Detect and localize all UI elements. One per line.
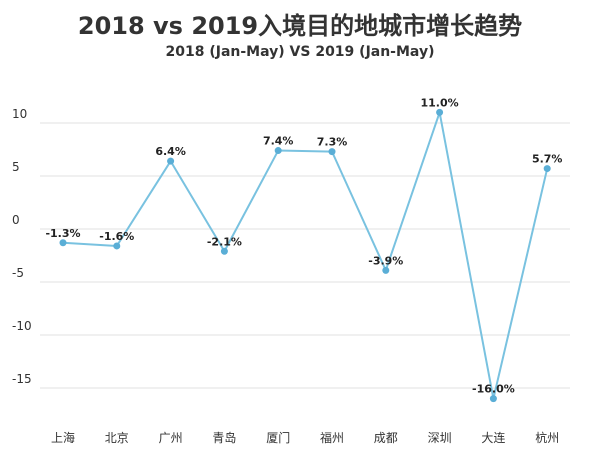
chart-title: 2018 vs 2019入境目的地城市增长趋势 — [77, 12, 523, 40]
y-axis-ticks: 10 5 0 -5 -10 -15 — [12, 107, 32, 386]
data-points — [59, 108, 551, 403]
chart-subtitle: 2018 (Jan-May) VS 2019 (Jan-May) — [165, 44, 435, 60]
x-tick-label: 北京 — [105, 431, 129, 445]
x-tick-label: 杭州 — [535, 430, 559, 445]
data-label: 11.0% — [421, 96, 459, 109]
x-tick-label: 成都 — [374, 431, 398, 445]
data-point — [382, 266, 390, 274]
series-line-group — [62, 111, 549, 400]
data-label: -16.0% — [472, 383, 515, 396]
y-tick-label: 10 — [12, 107, 27, 121]
x-tick-label: 广州 — [159, 431, 183, 445]
x-tick-label: 上海 — [51, 430, 75, 445]
x-tick-label: 深圳 — [428, 431, 452, 445]
data-label: -1.3% — [45, 227, 80, 240]
y-tick-label: -15 — [12, 372, 32, 386]
data-point — [328, 148, 336, 156]
data-point — [489, 395, 497, 403]
data-label: 5.7% — [532, 153, 563, 166]
data-point — [113, 242, 121, 250]
data-label: -3.9% — [368, 254, 403, 267]
data-label: 7.4% — [263, 135, 294, 148]
data-point — [543, 165, 551, 173]
y-tick-label: 5 — [12, 160, 20, 174]
y-tick-label: -10 — [12, 319, 32, 333]
data-point — [274, 147, 282, 155]
data-point — [436, 108, 444, 116]
x-tick-label: 大连 — [481, 430, 505, 445]
data-label: 6.4% — [155, 145, 186, 158]
series-line — [62, 111, 549, 400]
data-point — [167, 157, 175, 165]
x-tick-label: 青岛 — [212, 430, 236, 445]
data-point — [59, 239, 67, 247]
y-tick-label: 0 — [12, 213, 20, 227]
data-label: -1.6% — [99, 230, 134, 243]
data-label: -2.1% — [207, 235, 242, 248]
data-label: 7.3% — [317, 136, 348, 149]
data-labels: -1.3% -1.6% 6.4% -2.1% 7.4% 7.3% -3.9% 11.0% -16… — [45, 96, 562, 395]
x-tick-label: 福州 — [320, 430, 344, 445]
y-tick-label: -5 — [12, 266, 24, 280]
x-axis-ticks: 上海 北京 广州 青岛 厦门 福州 成都 深圳 大连 杭州 — [51, 430, 559, 445]
gridlines — [40, 122, 570, 389]
x-tick-label: 厦门 — [266, 430, 290, 445]
data-point — [220, 247, 228, 255]
